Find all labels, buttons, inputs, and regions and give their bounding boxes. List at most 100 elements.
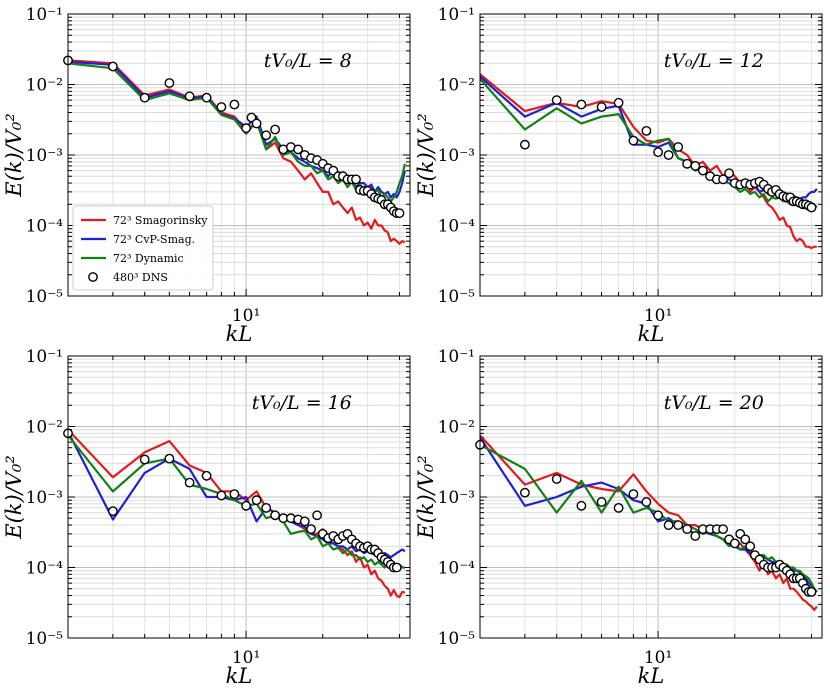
dns-point	[613, 502, 624, 513]
dns-point	[216, 490, 227, 501]
dns-point	[520, 487, 530, 498]
dns-point	[596, 497, 607, 507]
x-tick-label: 10¹	[644, 306, 672, 326]
series-line-3	[68, 434, 405, 569]
y-tick-label: 10⁻³	[26, 488, 63, 508]
dns-point	[745, 541, 756, 552]
series-line-1	[68, 59, 406, 245]
dns-point	[270, 124, 280, 135]
legend-label: 72³ CvP-Smag.	[113, 233, 195, 246]
dns-point	[551, 95, 562, 106]
dns-point	[246, 112, 257, 123]
y-tick-label: 10⁻⁵	[438, 629, 476, 649]
dns-point	[653, 510, 663, 521]
y-tick-label: 10⁻⁵	[26, 287, 64, 307]
dns-point	[184, 91, 195, 102]
dns-point	[576, 99, 587, 110]
dns-point	[718, 524, 728, 534]
dns-point	[806, 202, 817, 213]
grid	[67, 356, 410, 639]
y-axis-label: E(k)/V₀²	[2, 113, 26, 198]
dns-point	[641, 497, 652, 507]
dns-point	[229, 99, 240, 110]
dns-markers	[520, 95, 817, 213]
axes-frame	[479, 355, 823, 639]
dns-point	[653, 147, 663, 158]
axes-frame	[479, 13, 823, 297]
y-tick-label: 10⁻⁴	[438, 217, 476, 237]
legend-marker	[88, 272, 98, 282]
y-axis-label: E(k)/V₀²	[2, 455, 26, 540]
series-line-3	[68, 62, 406, 203]
dns-point	[108, 61, 118, 72]
dns-point	[394, 208, 405, 219]
dns-markers	[63, 55, 405, 219]
y-tick-label: 10⁻²	[26, 418, 63, 438]
dns-point	[216, 102, 227, 112]
y-tick-label: 10⁻¹	[26, 347, 63, 367]
dns-point	[628, 489, 639, 499]
dns-point	[229, 489, 240, 499]
dns-point	[164, 453, 175, 464]
legend-label: 72³ Smagorinsky	[113, 214, 208, 227]
legend-label: 480³ DNS	[113, 271, 168, 284]
dns-point	[139, 92, 150, 103]
y-tick-label: 10⁻¹	[438, 347, 475, 367]
legend-box	[72, 205, 214, 291]
dns-point	[698, 165, 708, 176]
dns-point	[261, 130, 272, 141]
dns-point	[201, 470, 212, 481]
dns-point	[551, 474, 562, 484]
dns-point	[673, 520, 684, 530]
x-axis-label: kL	[226, 664, 253, 688]
dns-point	[682, 158, 692, 169]
dns-point	[740, 534, 751, 545]
y-tick-label: 10⁻³	[26, 146, 63, 166]
dns-point	[201, 92, 212, 103]
dns-point	[596, 102, 607, 112]
panel-3: 10¹ 10⁻⁵ 10⁻⁴ 10⁻³ 10⁻² 10⁻¹ tV₀/L = 16 kL E(k)/…	[2, 347, 411, 688]
series-line-1	[480, 434, 818, 612]
y-tick-label: 10⁻¹	[26, 5, 63, 25]
dns-point	[663, 520, 674, 530]
dns-point	[806, 587, 817, 597]
dns-point	[184, 477, 195, 488]
grid	[479, 356, 822, 639]
dns-point	[261, 502, 272, 513]
x-tick-label: 10¹	[232, 306, 260, 326]
panel-2: 10¹ 10⁻⁵ 10⁻⁴ 10⁻³ 10⁻² 10⁻¹ tV₀/L = 12 kL E(k)/…	[414, 5, 823, 346]
dns-point	[241, 500, 252, 511]
axes-frame	[67, 355, 411, 639]
dns-point	[351, 174, 361, 185]
dns-markers	[475, 439, 817, 597]
dns-point	[718, 174, 728, 185]
dns-point	[299, 516, 310, 527]
time-annotation: tV₀/L = 8	[264, 50, 352, 72]
y-axis-label: E(k)/V₀²	[414, 113, 438, 198]
y-tick-label: 10⁻³	[438, 488, 475, 508]
dns-point	[251, 495, 262, 506]
dns-point	[576, 500, 587, 511]
dns-point	[724, 168, 734, 179]
dns-point	[690, 531, 701, 541]
dns-point	[306, 524, 316, 534]
panel-1: 10¹ 10⁻⁵ 10⁻⁴ 10⁻³ 10⁻² 10⁻¹ tV₀/L = 8 kL E(k)/V…	[2, 5, 411, 346]
dns-point	[729, 538, 740, 549]
dns-point	[613, 97, 624, 108]
y-tick-label: 10⁻²	[438, 418, 475, 438]
x-axis-label: kL	[638, 322, 665, 346]
dns-point	[682, 524, 692, 534]
y-axis-label: E(k)/V₀²	[414, 455, 438, 540]
x-axis-label: kL	[638, 664, 665, 688]
panel-4: 10¹ 10⁻⁵ 10⁻⁴ 10⁻³ 10⁻² 10⁻¹ tV₀/L = 20 kL E(k)/…	[414, 347, 823, 688]
y-tick-label: 10⁻²	[438, 76, 475, 96]
y-tick-label: 10⁻¹	[438, 5, 475, 25]
dns-point	[241, 123, 252, 134]
dns-point	[293, 144, 303, 155]
series-line-2	[480, 75, 818, 200]
dns-point	[690, 160, 701, 171]
y-tick-label: 10⁻⁵	[438, 287, 476, 307]
dns-point	[520, 139, 530, 150]
dns-point	[673, 142, 684, 152]
